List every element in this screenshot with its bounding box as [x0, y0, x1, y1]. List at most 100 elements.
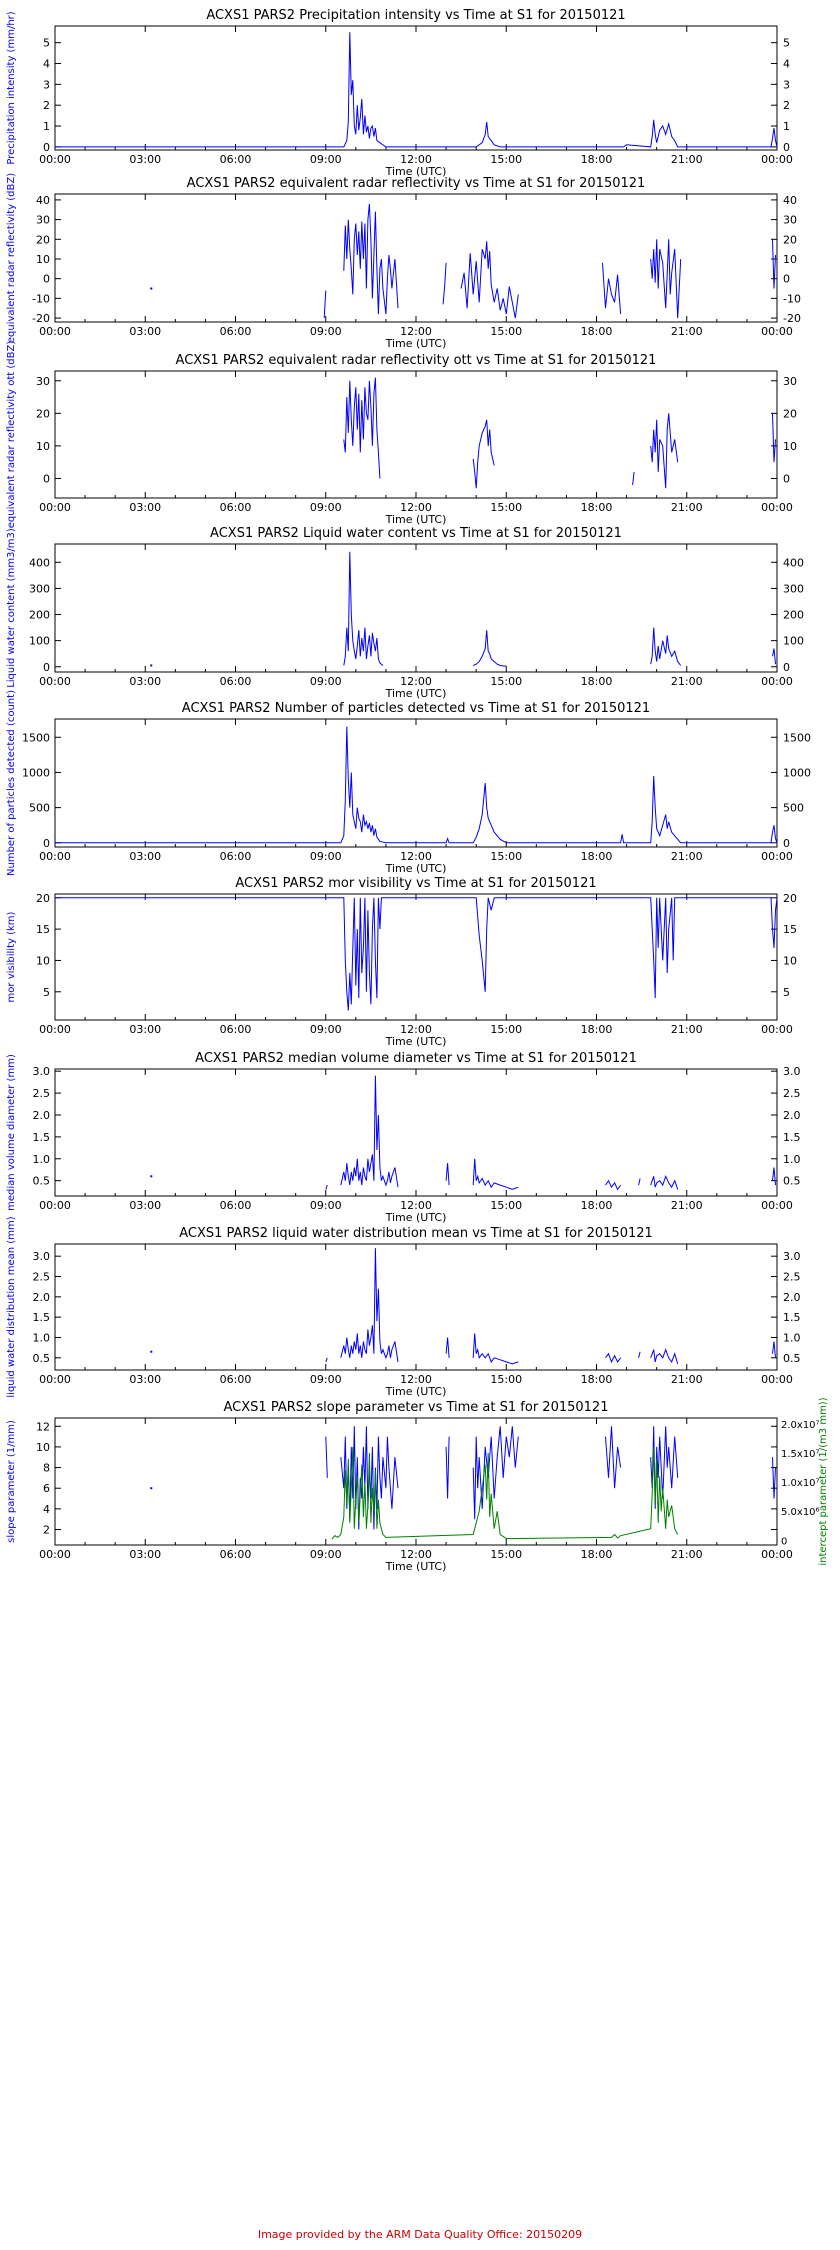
series-line-1: [325, 1248, 776, 1365]
y-tick-label: 2: [43, 99, 50, 112]
y-tick-label: 10: [36, 1441, 50, 1454]
chart-panel-5: ACXS1 PARS2 Number of particles detected…: [6, 690, 811, 876]
y-tick-label: 200: [29, 609, 50, 622]
chart-panel-3: ACXS1 PARS2 equivalent radar reflectivit…: [6, 341, 797, 529]
series-line-2: [331, 1447, 679, 1540]
x-tick-label: 00:00: [39, 675, 71, 688]
x-tick-label: 15:00: [490, 1548, 522, 1561]
x-tick-label: 15:00: [490, 850, 522, 863]
y2-tick-label: 5.0x10⁶: [781, 1507, 820, 1518]
chart-title: ACXS1 PARS2 Liquid water content vs Time…: [210, 526, 622, 541]
isolated-point: [150, 1175, 153, 1178]
series-line-1: [343, 551, 776, 667]
y-tick-label: 15: [36, 923, 50, 936]
y-tick-label: 1.5: [33, 1131, 51, 1144]
y-tick-label-right: 2.5: [783, 1087, 801, 1100]
x-tick-label: 03:00: [129, 1548, 161, 1561]
x-axis-label: Time (UTC): [385, 165, 447, 178]
x-tick-label: 00:00: [39, 153, 71, 166]
y-tick-label-right: 3: [783, 78, 790, 91]
series-line-1: [343, 377, 776, 489]
x-tick-label: 21:00: [671, 675, 703, 688]
x-tick-label: 15:00: [490, 1373, 522, 1386]
x-tick-label: 12:00: [400, 1548, 432, 1561]
x-tick-label: 09:00: [310, 675, 342, 688]
y-tick-label: -20: [32, 312, 50, 325]
y-tick-label-right: 10: [783, 440, 797, 453]
plot-frame: [54, 193, 778, 323]
x-tick-label: 18:00: [581, 1373, 613, 1386]
y-tick-label: 3.0: [33, 1065, 51, 1078]
isolated-point: [150, 287, 153, 290]
chart-title: ACXS1 PARS2 liquid water distribution me…: [179, 1226, 653, 1241]
y-axis-label: median volume diameter (mm): [6, 1054, 17, 1211]
x-tick-label: 03:00: [129, 1023, 161, 1036]
y2-tick-label: 1.5x10⁷: [781, 1449, 820, 1460]
x-tick-label: 06:00: [220, 153, 252, 166]
x-tick-label: 00:00: [39, 325, 71, 338]
y-axis-label: Liquid water content (mm3/m3): [6, 528, 17, 688]
x-tick-label: 06:00: [220, 1548, 252, 1561]
y-tick-label: 3: [43, 78, 50, 91]
y-axis-label: Number of particles detected (count): [6, 690, 17, 876]
y-axis-label: Precipitation intensity (mm/hr): [6, 11, 17, 164]
y-tick-label: 30: [36, 375, 50, 388]
x-tick-label: 00:00: [761, 153, 793, 166]
y-tick-label-right: 300: [783, 582, 804, 595]
y-tick-label: 300: [29, 582, 50, 595]
x-tick-label: 00:00: [761, 1023, 793, 1036]
y-tick-label-right: 30: [783, 375, 797, 388]
y-axis-label: equivalent radar reflectivity (dBZ): [6, 173, 17, 343]
y-tick-label: 0: [43, 273, 50, 286]
y-tick-label-right: 1000: [783, 766, 811, 779]
plot-frame: [54, 1068, 778, 1197]
x-tick-label: 00:00: [39, 1373, 71, 1386]
x-axis-label: Time (UTC): [385, 337, 447, 350]
x-tick-label: 03:00: [129, 850, 161, 863]
y-tick-label: 1: [43, 120, 50, 133]
x-axis-label: Time (UTC): [385, 1560, 447, 1573]
y-tick-label: 400: [29, 556, 50, 569]
x-tick-label: 21:00: [671, 1023, 703, 1036]
x-tick-label: 00:00: [761, 675, 793, 688]
plot-frame: [54, 1243, 778, 1371]
y-tick-label: 1.5: [33, 1311, 51, 1324]
y-tick-label-right: 3.0: [783, 1250, 801, 1263]
y-tick-label: 1000: [22, 766, 50, 779]
y-tick-label: 4: [43, 58, 50, 71]
y-tick-label-right: 0: [783, 837, 790, 850]
y-tick-label-right: 30: [783, 214, 797, 227]
x-tick-label: 18:00: [581, 1023, 613, 1036]
x-tick-label: 00:00: [39, 1199, 71, 1212]
y-tick-label: 0: [43, 837, 50, 850]
y-tick-label: 3.0: [33, 1250, 51, 1263]
y-tick-label: 0: [43, 472, 50, 485]
x-tick-label: 18:00: [581, 1199, 613, 1212]
y-tick-label: 1500: [22, 731, 50, 744]
series-line-1: [325, 1426, 776, 1530]
y-tick-label: 0.5: [33, 1352, 51, 1365]
x-tick-label: 00:00: [761, 325, 793, 338]
x-tick-label: 15:00: [490, 325, 522, 338]
x-tick-label: 03:00: [129, 325, 161, 338]
x-tick-label: 09:00: [310, 850, 342, 863]
y-axis-label: liquid water distribution mean (mm): [6, 1216, 17, 1397]
y-tick-label: 1.0: [33, 1331, 51, 1344]
x-tick-label: 06:00: [220, 1373, 252, 1386]
x-tick-label: 18:00: [581, 675, 613, 688]
chart-panel-2: ACXS1 PARS2 equivalent radar reflectivit…: [6, 173, 801, 350]
y-tick-label-right: 0.5: [783, 1175, 801, 1188]
y-tick-label-right: 1.5: [783, 1131, 801, 1144]
y-tick-label: 5: [43, 37, 50, 50]
chart-panel-6: ACXS1 PARS2 mor visibility vs Time at S1…: [6, 876, 797, 1048]
x-tick-label: 03:00: [129, 153, 161, 166]
x-tick-label: 15:00: [490, 1199, 522, 1212]
y-tick-label-right: 400: [783, 556, 804, 569]
y-tick-label: 20: [36, 892, 50, 905]
x-axis-label: Time (UTC): [385, 862, 447, 875]
isolated-point: [150, 1350, 153, 1353]
y-tick-label: 40: [36, 194, 50, 207]
x-tick-label: 09:00: [310, 325, 342, 338]
y-tick-label-right: 10: [783, 253, 797, 266]
plot-frame: [54, 1417, 778, 1546]
